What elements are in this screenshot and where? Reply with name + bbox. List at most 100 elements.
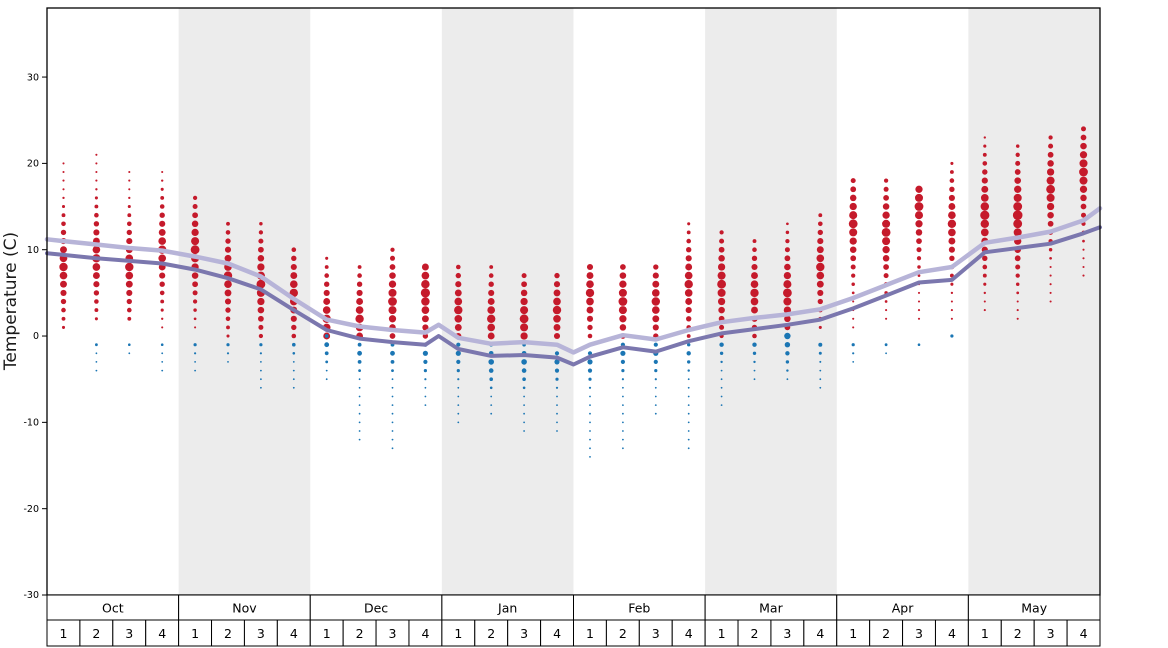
min-temp-dot <box>128 352 131 355</box>
week-label: 1 <box>981 626 989 641</box>
max-temp-dot <box>619 324 627 331</box>
max-temp-dot <box>983 282 987 286</box>
week-label: 2 <box>92 626 100 641</box>
min-temp-dot <box>753 378 756 381</box>
max-temp-dot <box>684 280 693 289</box>
max-temp-dot <box>586 315 594 322</box>
max-temp-dot <box>587 333 593 339</box>
max-temp-dot <box>1082 274 1085 277</box>
max-temp-dot <box>1046 202 1055 211</box>
min-temp-dot <box>490 395 493 398</box>
min-temp-dot <box>456 342 461 347</box>
max-temp-dot <box>421 271 430 280</box>
max-temp-dot <box>783 288 792 298</box>
min-temp-dot <box>358 369 361 372</box>
month-label: Nov <box>232 601 257 616</box>
week-cell <box>902 619 936 647</box>
max-temp-dot <box>752 247 757 252</box>
max-temp-dot <box>651 297 660 306</box>
max-temp-dot <box>62 196 65 200</box>
min-temp-dot <box>720 369 723 372</box>
min-temp-dot <box>686 351 691 356</box>
max-temp-dot <box>193 317 197 321</box>
max-temp-dot <box>1015 282 1020 286</box>
min-temp-dot <box>556 404 558 406</box>
max-temp-dot <box>193 308 197 312</box>
max-temp-dot <box>226 221 230 226</box>
week-label: 3 <box>389 626 397 641</box>
min-temp-dot <box>720 404 723 406</box>
max-temp-dot <box>421 315 429 323</box>
max-temp-dot <box>553 314 561 323</box>
max-temp-dot <box>127 316 132 321</box>
max-temp-dot <box>192 204 198 209</box>
max-temp-dot <box>191 228 199 237</box>
max-temp-dot <box>883 273 889 279</box>
max-temp-dot <box>685 307 692 314</box>
week-label: 1 <box>586 626 594 641</box>
max-temp-dot <box>1079 176 1088 185</box>
min-temp-dot <box>589 395 591 398</box>
week-label: 4 <box>948 626 956 641</box>
max-temp-dot <box>717 263 726 271</box>
min-temp-dot <box>554 359 560 365</box>
week-label: 2 <box>356 626 364 641</box>
max-temp-dot <box>225 307 231 313</box>
max-temp-dot <box>355 306 364 314</box>
max-temp-dot <box>421 297 430 306</box>
max-temp-dot <box>983 291 986 295</box>
max-temp-dot <box>1080 134 1087 141</box>
max-temp-dot <box>652 280 660 288</box>
max-temp-dot <box>60 229 67 236</box>
max-temp-dot <box>127 204 131 209</box>
week-label: 1 <box>323 626 331 641</box>
min-temp-dot <box>160 343 164 347</box>
max-temp-dot <box>60 280 67 288</box>
max-temp-dot <box>752 333 757 339</box>
min-temp-dot <box>852 361 855 363</box>
max-temp-dot <box>128 188 131 191</box>
max-temp-dot <box>161 170 164 174</box>
min-temp-dot <box>589 412 591 415</box>
max-temp-dot <box>520 323 529 332</box>
min-temp-dot <box>226 352 230 355</box>
max-temp-dot <box>322 306 331 314</box>
max-temp-dot <box>587 324 593 331</box>
max-temp-dot <box>817 229 823 236</box>
week-label: 1 <box>191 626 199 641</box>
max-temp-dot <box>686 334 691 338</box>
max-temp-dot <box>357 265 362 269</box>
max-temp-dot <box>160 187 164 191</box>
max-temp-dot <box>1047 220 1054 227</box>
max-temp-dot <box>93 229 100 236</box>
max-temp-dot <box>917 274 921 277</box>
max-temp-dot <box>290 272 298 280</box>
max-temp-dot <box>1081 212 1086 218</box>
max-temp-dot <box>717 279 726 289</box>
max-temp-dot <box>752 239 757 244</box>
max-temp-dot <box>161 179 164 182</box>
max-temp-dot <box>816 280 824 288</box>
max-temp-dot <box>388 297 397 306</box>
min-temp-dot <box>457 421 460 424</box>
week-label: 4 <box>816 626 824 641</box>
min-temp-dot <box>489 377 494 382</box>
week-cell <box>507 619 542 647</box>
week-label: 3 <box>125 626 133 641</box>
min-temp-dot <box>456 359 461 364</box>
min-temp-dot <box>488 359 495 365</box>
min-temp-dot <box>785 351 790 356</box>
min-temp-dot <box>654 404 657 406</box>
max-temp-dot <box>257 263 265 271</box>
max-temp-dot <box>1015 264 1021 270</box>
max-temp-dot <box>751 272 758 280</box>
max-temp-dot <box>94 308 99 313</box>
max-temp-dot <box>256 279 266 289</box>
max-temp-dot <box>126 289 133 296</box>
max-temp-dot <box>1080 194 1087 202</box>
min-temp-dot <box>784 342 791 348</box>
max-temp-dot <box>719 324 725 330</box>
max-temp-dot <box>914 202 924 211</box>
max-temp-dot <box>980 219 990 229</box>
